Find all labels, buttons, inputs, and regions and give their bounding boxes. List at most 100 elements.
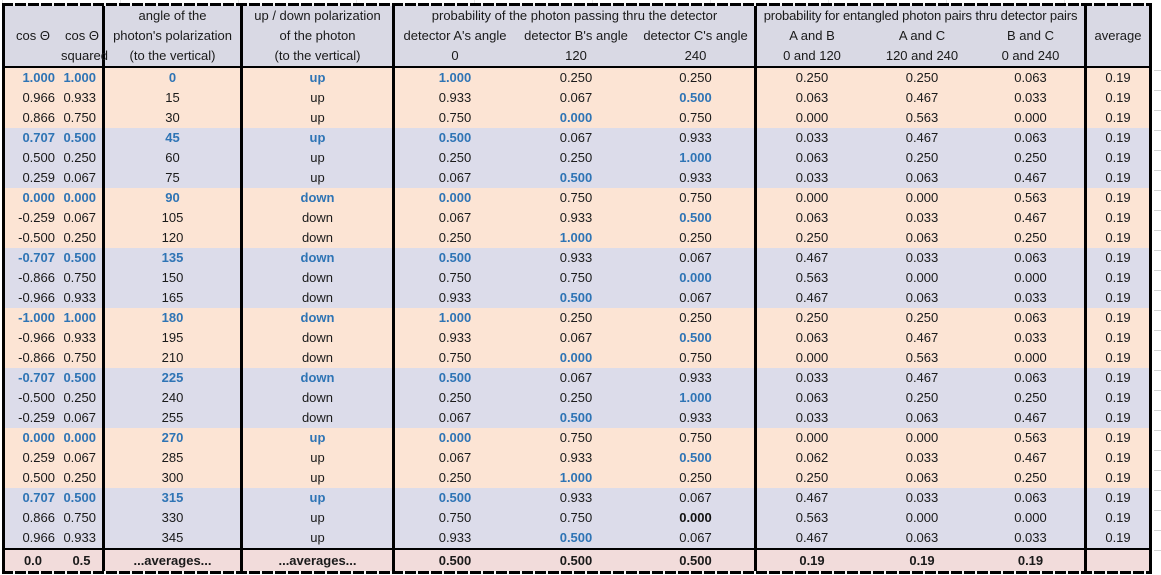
cell[interactable]: 300 [105, 468, 243, 488]
cell[interactable]: 0.750 [559, 270, 593, 285]
cell[interactable]: -0.866 [18, 270, 55, 285]
cell[interactable]: 0.933 [61, 88, 105, 108]
cell[interactable]: 0.563 [905, 350, 939, 365]
cell[interactable]: 0.563 [977, 428, 1087, 448]
cell[interactable]: up [243, 448, 395, 468]
cell[interactable]: up [243, 88, 395, 108]
cell[interactable]: 0.19 [1105, 330, 1131, 345]
cell[interactable]: up [243, 168, 395, 188]
cell[interactable]: 285 [105, 448, 243, 468]
cell[interactable]: 0.933 [637, 368, 757, 388]
cell[interactable]: 0.19 [1105, 170, 1131, 185]
cell[interactable]: 0.19 [1105, 90, 1131, 105]
cell[interactable]: up [243, 108, 395, 128]
cell[interactable]: 0.067 [559, 370, 593, 385]
cell[interactable]: 0.750 [438, 510, 472, 525]
cell[interactable]: 0.467 [977, 448, 1087, 468]
cell[interactable]: up [243, 428, 395, 448]
header-angle-line1[interactable]: angle of the [105, 6, 243, 26]
cell[interactable]: 0.467 [977, 408, 1087, 428]
cell[interactable]: 0.500 [637, 208, 757, 228]
cell[interactable]: up [243, 128, 395, 148]
cell[interactable]: 1.000 [637, 388, 757, 408]
cell[interactable]: 330 [105, 508, 243, 528]
cell[interactable]: 0.000 [22, 190, 55, 205]
cell[interactable]: 15 [105, 88, 243, 108]
header-updown-line1[interactable]: up / down polarization [243, 6, 395, 26]
cell[interactable]: 0.250 [795, 470, 829, 485]
cell[interactable]: 0.067 [438, 210, 472, 225]
cell[interactable]: 0.750 [438, 350, 472, 365]
cell[interactable]: 0.250 [438, 390, 472, 405]
cell[interactable]: 0.063 [977, 488, 1087, 508]
cell[interactable]: 0.467 [905, 370, 939, 385]
cell[interactable]: down [243, 408, 395, 428]
cell[interactable]: 0.467 [795, 530, 829, 545]
cell[interactable]: 0.000 [637, 268, 757, 288]
cell[interactable]: 0.500 [61, 488, 105, 508]
cell[interactable]: 0.467 [795, 490, 829, 505]
cell[interactable]: 0.933 [559, 490, 593, 505]
cell[interactable]: 1.000 [61, 308, 105, 328]
cell[interactable]: 0.250 [438, 150, 472, 165]
cell[interactable]: 30 [105, 108, 243, 128]
cell[interactable]: 0.467 [977, 168, 1087, 188]
header-angle-line3[interactable]: (to the vertical) [105, 46, 243, 66]
cell[interactable]: 0.000 [438, 430, 472, 445]
cell[interactable]: 0.966 [22, 90, 55, 105]
header-updown-line2[interactable]: of the photon [243, 26, 395, 46]
cell[interactable]: 0.563 [795, 510, 829, 525]
cell[interactable]: up [243, 68, 395, 88]
cell[interactable]: 1.000 [61, 68, 105, 88]
cell[interactable]: 270 [105, 428, 243, 448]
cell[interactable]: 90 [105, 188, 243, 208]
cell[interactable]: 0.067 [559, 130, 593, 145]
cell[interactable]: 0.500 [559, 290, 593, 305]
cell[interactable]: 0.750 [559, 430, 593, 445]
cell[interactable]: 0.063 [905, 170, 939, 185]
cell[interactable]: 0.933 [637, 408, 757, 428]
average-cell[interactable]: 0.5 [61, 550, 105, 571]
cell[interactable]: 0.063 [795, 90, 829, 105]
cell[interactable]: 0.750 [559, 510, 593, 525]
cell[interactable]: 0.750 [637, 428, 757, 448]
cell[interactable]: 0.259 [22, 170, 55, 185]
cell[interactable]: 0.067 [61, 448, 105, 468]
cell[interactable]: 165 [105, 288, 243, 308]
cell[interactable]: 75 [105, 168, 243, 188]
cell[interactable]: 0.750 [637, 188, 757, 208]
cell[interactable]: 0.250 [559, 150, 593, 165]
cell[interactable]: 0.033 [795, 170, 829, 185]
cell[interactable]: 0.000 [795, 190, 829, 205]
cell[interactable]: 0.750 [438, 110, 472, 125]
cell[interactable]: -0.500 [18, 390, 55, 405]
cell[interactable]: 0.750 [438, 270, 472, 285]
header-average[interactable]: average [1094, 28, 1142, 43]
header-pair-group[interactable]: probability for entangled photon pairs t… [757, 6, 1087, 26]
cell[interactable]: 240 [105, 388, 243, 408]
cell[interactable]: 180 [105, 308, 243, 328]
cell[interactable]: 0.500 [438, 490, 472, 505]
cell[interactable]: 0.000 [61, 428, 105, 448]
header-det-a[interactable]: detector A's angle [403, 28, 507, 43]
cell[interactable]: 0.067 [61, 208, 105, 228]
cell[interactable]: 0.033 [977, 328, 1087, 348]
header-angle-line2[interactable]: photon's polarization [105, 26, 243, 46]
cell[interactable]: 0.063 [795, 150, 829, 165]
header-pair-ab-angles[interactable]: 0 and 120 [783, 48, 841, 63]
cell[interactable]: 0.563 [977, 188, 1087, 208]
header-det-b-angle[interactable]: 120 [565, 48, 587, 63]
cell[interactable]: 0.250 [559, 390, 593, 405]
cell[interactable]: -0.966 [18, 290, 55, 305]
cell[interactable]: 0.19 [1105, 110, 1131, 125]
average-cell[interactable] [1087, 550, 1149, 571]
cell[interactable]: 0.033 [795, 370, 829, 385]
header-det-b[interactable]: detector B's angle [524, 28, 628, 43]
header-detector-group[interactable]: probability of the photon passing thru t… [395, 6, 757, 26]
cell[interactable]: 0.250 [637, 468, 757, 488]
cell[interactable]: 0.067 [61, 168, 105, 188]
cell[interactable]: 0.500 [637, 448, 757, 468]
cell[interactable]: 0.500 [61, 128, 105, 148]
cell[interactable]: 0.500 [438, 370, 472, 385]
cell[interactable]: 0.19 [1105, 390, 1131, 405]
